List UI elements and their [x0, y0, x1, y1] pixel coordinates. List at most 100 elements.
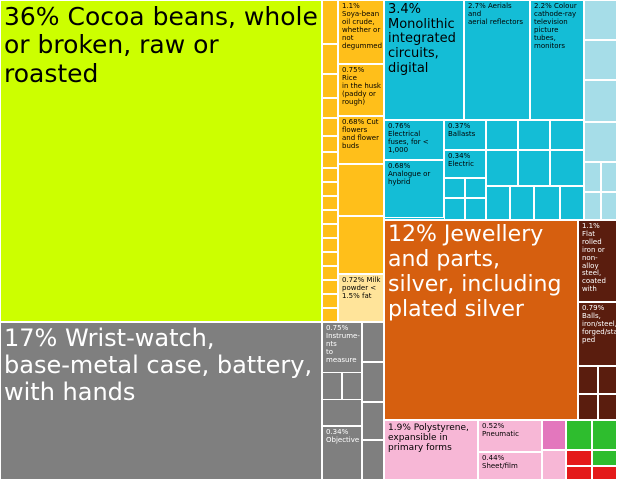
treemap-cell-objective: 0.34% Objective: [322, 426, 362, 480]
treemap-cell: [444, 198, 465, 220]
treemap-cell: [322, 210, 338, 224]
treemap-cell: [592, 466, 617, 480]
treemap-cell: [542, 420, 566, 450]
treemap-cell: [322, 266, 338, 280]
treemap-cell: [550, 150, 584, 186]
treemap-cell: [322, 44, 338, 74]
treemap-cell: [584, 80, 617, 122]
treemap-cell: [362, 402, 384, 440]
treemap-cell: [584, 162, 601, 192]
treemap-cell-jewellery: 12% Jewellery and parts, silver, includi…: [384, 220, 578, 420]
treemap-cell: [362, 362, 384, 402]
treemap-cell-polystyrene: 1.9% Polystyrene, expansible in primary …: [384, 420, 478, 480]
treemap-cell-balls: 0.79% Balls, iron/steel, forged/stam- pe…: [578, 302, 617, 366]
treemap-cell: [542, 450, 566, 480]
treemap-label: 0.76% Electrical fuses, for < 1,000: [388, 122, 429, 154]
treemap-cell: [598, 394, 617, 420]
treemap-cell-ballasts: 0.37% Ballasts: [444, 120, 486, 150]
treemap-cell: [362, 322, 384, 362]
treemap-cell: [362, 440, 384, 480]
treemap-label: 0.68% Analogue or hybrid: [388, 162, 431, 186]
treemap-cell: [322, 372, 342, 400]
treemap-label: 36% Cocoa beans, whole or broken, raw or…: [4, 2, 318, 88]
treemap-label: 2.2% Colour cathode-ray television pictu…: [534, 2, 577, 50]
treemap-cell: [444, 178, 465, 198]
treemap-cell: [592, 450, 617, 466]
treemap-cell: [322, 196, 338, 210]
treemap-label: 0.37% Ballasts: [448, 122, 476, 138]
treemap-cell: [518, 120, 550, 150]
treemap-cell: [322, 74, 338, 98]
treemap-label: 12% Jewellery and parts, silver, includi…: [388, 222, 562, 322]
treemap-cell-fuses: 0.76% Electrical fuses, for < 1,000: [384, 120, 444, 160]
treemap-label: 0.34% Electric: [448, 152, 474, 168]
treemap-cell: [322, 168, 338, 182]
treemap-cell: [550, 120, 584, 150]
treemap-cell: [601, 192, 617, 220]
treemap-cell: [566, 450, 592, 466]
treemap-label: 0.79% Balls, iron/steel, forged/stam- pe…: [582, 304, 617, 344]
treemap-cell: [518, 150, 550, 186]
treemap-label: 0.72% Milk powder < 1.5% fat: [342, 276, 381, 300]
treemap-cell: [322, 280, 338, 294]
treemap-cell-crt: 2.2% Colour cathode-ray television pictu…: [530, 0, 584, 120]
treemap-cell-watch: 17% Wrist-watch, base-metal case, batter…: [0, 322, 322, 480]
treemap-cell-electric: 0.34% Electric: [444, 150, 486, 178]
treemap-cell: [342, 372, 362, 400]
treemap-cell: [584, 40, 617, 80]
treemap-cell: [322, 152, 338, 168]
treemap-cell: [598, 366, 617, 394]
treemap-cell: [322, 136, 338, 152]
treemap-cell-flat-iron: 1.1% Flat rolled iron or non-alloy steel…: [578, 220, 617, 302]
treemap-cell: [322, 238, 338, 252]
treemap-cell-cocoa: 36% Cocoa beans, whole or broken, raw or…: [0, 0, 322, 322]
treemap-label: 3.4% Monolithic integrated circuits, dig…: [388, 2, 456, 76]
treemap-cell: [322, 118, 338, 136]
treemap-cell: [578, 366, 598, 394]
treemap-cell: [338, 164, 384, 216]
treemap-cell: [601, 162, 617, 192]
treemap-label: 0.34% Objective: [326, 428, 360, 444]
treemap-cell: [534, 186, 560, 220]
treemap-cell: [322, 252, 338, 266]
treemap-cell-pneumatic: 0.52% Pneumatic: [478, 420, 542, 452]
treemap-label: 1.1% Soya-bean oil crude, whether or not…: [342, 2, 383, 50]
treemap-cell: [322, 294, 338, 308]
treemap-label: 1.1% Flat rolled iron or non-alloy steel…: [582, 222, 606, 294]
treemap-cell-aerials: 2.7% Aerials and aerial reflectors: [464, 0, 530, 120]
treemap-cell: [322, 224, 338, 238]
treemap-cell: [486, 120, 518, 150]
treemap-cell: [584, 122, 617, 162]
treemap-label: 0.68% Cut flowers and flower buds: [342, 118, 379, 150]
treemap-cell: [584, 192, 601, 220]
treemap-label: 0.52% Pneumatic: [482, 422, 519, 438]
treemap-cell: [322, 0, 338, 44]
treemap-cell-soya: 1.1% Soya-bean oil crude, whether or not…: [338, 0, 384, 64]
treemap-cell: [465, 178, 486, 198]
treemap-cell: [592, 420, 617, 450]
treemap-label: 0.75% Instrume- nts to measure: [326, 324, 360, 364]
treemap-cell: [322, 98, 338, 118]
treemap-cell: [338, 216, 384, 274]
treemap-cell-milk: 0.72% Milk powder < 1.5% fat: [338, 274, 384, 322]
treemap-cell: [560, 186, 584, 220]
treemap-cell-flowers: 0.68% Cut flowers and flower buds: [338, 116, 384, 164]
treemap-cell: [566, 466, 592, 480]
treemap-cell-sheet-film: 0.44% Sheet/film: [478, 452, 542, 480]
treemap-cell: [322, 182, 338, 196]
treemap-cell-rice: 0.75% Rice in the husk (paddy or rough): [338, 64, 384, 116]
treemap-cell: [486, 186, 510, 220]
treemap-cell-analogue: 0.68% Analogue or hybrid: [384, 160, 444, 218]
treemap-cell: [584, 0, 617, 40]
treemap-cell: [322, 308, 338, 322]
treemap-cell-ic: 3.4% Monolithic integrated circuits, dig…: [384, 0, 464, 120]
treemap-label: 1.9% Polystyrene, expansible in primary …: [388, 423, 469, 454]
treemap-label: 17% Wrist-watch, base-metal case, batter…: [4, 324, 313, 407]
treemap-cell: [566, 420, 592, 450]
treemap-label: 0.75% Rice in the husk (paddy or rough): [342, 66, 381, 106]
treemap-cell: [510, 186, 534, 220]
treemap-label: 0.44% Sheet/film: [482, 454, 518, 470]
treemap-cell: [486, 150, 518, 186]
treemap-cell: [465, 198, 486, 220]
treemap-cell: [578, 394, 598, 420]
